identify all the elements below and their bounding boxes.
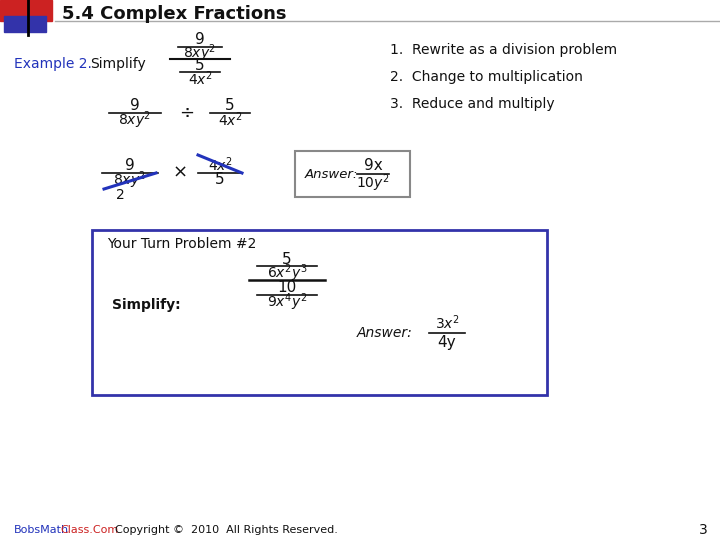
- Text: 9: 9: [130, 98, 140, 112]
- Text: 5: 5: [215, 172, 225, 187]
- Text: $9x^4y^2$: $9x^4y^2$: [267, 291, 307, 313]
- Bar: [295, 151, 410, 197]
- Text: 9: 9: [195, 32, 205, 48]
- Text: 3: 3: [699, 523, 708, 537]
- Text: 3.  Reduce and multiply: 3. Reduce and multiply: [390, 97, 554, 111]
- Text: ×: ×: [172, 164, 188, 182]
- Text: 2.  Change to multiplication: 2. Change to multiplication: [390, 70, 583, 84]
- Text: 1.  Rewrite as a division problem: 1. Rewrite as a division problem: [390, 43, 617, 57]
- Text: 5: 5: [195, 58, 204, 73]
- Text: Answer:: Answer:: [357, 326, 413, 340]
- Text: $8xy^2$: $8xy^2$: [114, 169, 147, 191]
- Bar: [4, 16, 46, 32]
- Text: Simplify: Simplify: [90, 57, 145, 71]
- Text: $4x^2$: $4x^2$: [187, 70, 212, 89]
- Text: Example 2.: Example 2.: [14, 57, 92, 71]
- Text: $4x^2$: $4x^2$: [207, 156, 233, 174]
- Text: Answer:: Answer:: [305, 167, 359, 180]
- Text: 2: 2: [116, 188, 125, 202]
- Text: $8xy^2$: $8xy^2$: [184, 42, 217, 64]
- Text: 10: 10: [277, 280, 297, 295]
- Text: 9: 9: [125, 158, 135, 172]
- Text: 5: 5: [282, 252, 292, 267]
- Text: $4x^2$: $4x^2$: [217, 111, 243, 129]
- Text: $8xy^2$: $8xy^2$: [118, 109, 152, 131]
- Text: 9x: 9x: [364, 158, 382, 172]
- Text: ÷: ÷: [179, 104, 194, 122]
- Text: $10y^2$: $10y^2$: [356, 172, 390, 194]
- Text: $3x^2$: $3x^2$: [435, 314, 459, 332]
- Bar: [0, 0, 52, 21]
- Text: 5: 5: [225, 98, 235, 112]
- Text: $6x^2y^3$: $6x^2y^3$: [266, 262, 307, 284]
- Text: Your Turn Problem #2: Your Turn Problem #2: [107, 237, 256, 251]
- Text: Class.Com: Class.Com: [60, 525, 118, 535]
- Text: 4y: 4y: [438, 334, 456, 349]
- Text: 5.4 Complex Fractions: 5.4 Complex Fractions: [62, 5, 287, 23]
- Text: Simplify:: Simplify:: [112, 298, 181, 312]
- Bar: [92, 230, 547, 395]
- Text: BobsMath: BobsMath: [14, 525, 69, 535]
- Text: Copyright ©  2010  All Rights Reserved.: Copyright © 2010 All Rights Reserved.: [108, 525, 338, 535]
